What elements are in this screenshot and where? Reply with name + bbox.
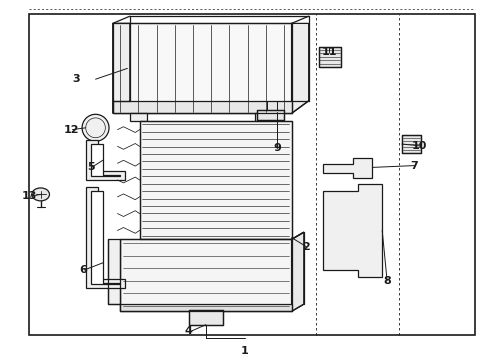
Polygon shape: [91, 191, 120, 284]
Text: 5: 5: [87, 162, 95, 172]
Text: 12: 12: [63, 125, 79, 135]
Polygon shape: [120, 304, 292, 311]
Text: 8: 8: [383, 276, 391, 286]
Polygon shape: [108, 239, 120, 304]
Polygon shape: [86, 187, 125, 288]
Circle shape: [32, 188, 49, 201]
Polygon shape: [292, 232, 304, 239]
Polygon shape: [120, 239, 292, 311]
Polygon shape: [91, 144, 120, 176]
Text: 10: 10: [411, 141, 427, 151]
Polygon shape: [257, 110, 284, 120]
Text: 13: 13: [22, 191, 37, 201]
Text: 6: 6: [79, 265, 87, 275]
Polygon shape: [130, 113, 147, 121]
Bar: [29, 14, 475, 335]
Text: 3: 3: [72, 74, 80, 84]
Text: 2: 2: [302, 242, 310, 252]
Ellipse shape: [82, 114, 109, 141]
Polygon shape: [189, 310, 223, 325]
Text: 4: 4: [185, 326, 193, 336]
Text: 11: 11: [321, 47, 337, 57]
Polygon shape: [113, 23, 292, 113]
Polygon shape: [255, 113, 274, 121]
Text: 1: 1: [241, 346, 249, 356]
Polygon shape: [318, 47, 341, 67]
Polygon shape: [402, 135, 421, 153]
Polygon shape: [323, 184, 382, 277]
Text: 7: 7: [410, 161, 418, 171]
Polygon shape: [140, 121, 292, 239]
Polygon shape: [292, 23, 309, 113]
Polygon shape: [292, 232, 304, 311]
Polygon shape: [86, 140, 125, 180]
Polygon shape: [113, 23, 130, 113]
Polygon shape: [323, 158, 372, 178]
Text: 9: 9: [273, 143, 281, 153]
Polygon shape: [113, 101, 292, 113]
